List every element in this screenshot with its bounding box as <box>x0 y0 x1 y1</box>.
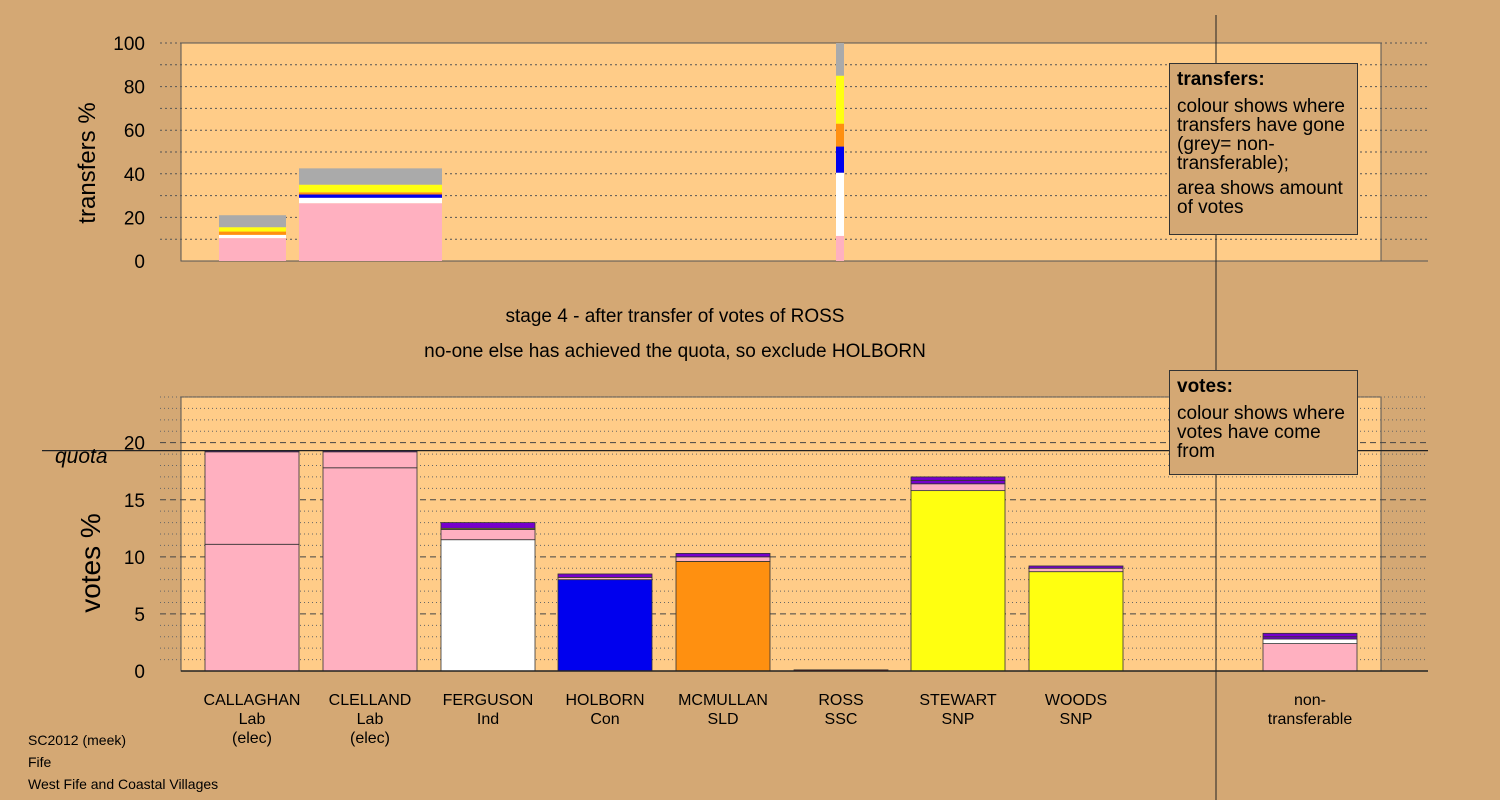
candidate-label-ross: ROSS <box>818 692 863 709</box>
vote-segment-holborn <box>557 579 653 672</box>
candidate-label-woods: WOODS <box>1045 692 1107 709</box>
transfers-tick-label: 40 <box>124 165 145 186</box>
transfer-segment-ross <box>836 235 844 261</box>
vote-segment-woods <box>1028 565 1124 569</box>
candidate-label-stewart: STEWART <box>919 692 997 709</box>
candidate-label-clelland: (elec) <box>350 730 390 747</box>
votes-tick-label: 5 <box>134 605 145 626</box>
candidate-label-mcmullan: SLD <box>707 711 738 728</box>
candidate-label-holborn: Con <box>590 711 619 728</box>
transfers-tick-label: 80 <box>124 78 145 99</box>
transfer-segment-callaghan <box>219 215 286 228</box>
vote-segment-ferguson <box>440 529 536 541</box>
transfers-legend-heading: transfers: <box>1177 69 1265 90</box>
stage-note: no-one else has achieved the quota, so e… <box>424 341 926 362</box>
transfer-segment-clelland <box>299 192 442 195</box>
candidate-label-callaghan: Lab <box>239 711 266 728</box>
vote-segment-ferguson <box>440 522 536 529</box>
transfer-segment-callaghan <box>219 231 286 235</box>
transfers-tick-label: 60 <box>124 121 145 142</box>
transfers-tick-label: 20 <box>124 208 145 229</box>
votes-tick-label: 20 <box>124 434 145 455</box>
candidate-label-ferguson: Ind <box>477 711 499 728</box>
transfers-tick-label: 100 <box>113 34 145 55</box>
vote-segment-mcmullan <box>675 553 771 558</box>
votes-legend: votes: colour shows where votes have com… <box>1169 370 1358 475</box>
votes-legend-text1: colour shows where votes have come from <box>1177 403 1345 462</box>
votes-tick-label: 15 <box>124 491 145 512</box>
transfer-segment-callaghan <box>219 227 286 232</box>
quota-label: quota <box>55 445 108 468</box>
transfers-legend: transfers: colour shows where transfers … <box>1169 63 1358 235</box>
transfers-legend-text2: area shows amount of votes <box>1177 178 1343 218</box>
votes-legend-heading: votes: <box>1177 376 1233 397</box>
transfers-y-label: transfers % <box>74 102 101 223</box>
candidate-label-ross: SSC <box>825 711 858 728</box>
transfer-segment-ross <box>836 123 844 147</box>
vote-segment-clelland <box>322 451 418 469</box>
footer-line2: Fife <box>28 754 52 770</box>
candidate-label-woods: SNP <box>1060 711 1093 728</box>
vote-segment-callaghan <box>204 543 300 672</box>
transfer-segment-callaghan <box>219 238 286 261</box>
transfer-segment-ross <box>836 146 844 173</box>
vote-segment-non <box>1262 638 1358 644</box>
candidate-label-callaghan: (elec) <box>232 730 272 747</box>
transfer-segment-clelland <box>299 194 442 198</box>
vote-segment-non <box>1262 643 1358 672</box>
candidate-label-clelland: Lab <box>357 711 384 728</box>
votes-y-label: votes % <box>75 513 106 613</box>
candidate-label-ferguson: FERGUSON <box>443 692 534 709</box>
vote-segment-clelland <box>322 467 418 672</box>
votes-tick-label: 0 <box>134 662 145 683</box>
transfer-segment-clelland <box>299 203 442 261</box>
transfer-segment-callaghan <box>219 234 286 239</box>
candidate-label-mcmullan: MCMULLAN <box>678 692 768 709</box>
candidate-label-non: transferable <box>1268 711 1353 728</box>
vote-segment-mcmullan <box>675 556 771 562</box>
vote-segment-stewart <box>910 483 1006 492</box>
candidate-label-stewart: SNP <box>942 711 975 728</box>
votes-tick-label: 10 <box>124 548 145 569</box>
candidate-label-holborn: HOLBORN <box>565 692 644 709</box>
vote-segment-ferguson <box>440 539 536 672</box>
transfers-legend-text1: colour shows where transfers have gone (… <box>1177 96 1345 174</box>
vote-segment-non <box>1262 632 1358 638</box>
candidate-label-clelland: CLELLAND <box>329 692 412 709</box>
vote-segment-woods <box>1028 571 1124 672</box>
candidate-label-callaghan: CALLAGHAN <box>204 692 301 709</box>
vote-segment-callaghan <box>204 451 300 545</box>
transfer-segment-ross <box>836 172 844 236</box>
vote-segment-stewart <box>910 490 1006 672</box>
transfers-tick-label: 0 <box>134 252 145 273</box>
footer-line3: West Fife and Coastal Villages <box>28 776 219 792</box>
transfer-segment-ross <box>836 75 844 124</box>
stage-title: stage 4 - after transfer of votes of ROS… <box>506 306 845 327</box>
transfer-segment-clelland <box>299 184 442 193</box>
transfer-segment-clelland <box>299 168 442 185</box>
transfer-segment-ross <box>836 43 844 76</box>
vote-segment-stewart <box>910 479 1006 485</box>
votes-panel: 0 5 10 15 20 CALLAGHAN Lab (elec) CLELLAND Lab (el… <box>42 396 1428 747</box>
vote-segment-holborn <box>557 573 653 578</box>
vote-segment-mcmullan <box>675 561 771 672</box>
vote-segment-woods <box>1028 567 1124 573</box>
transfer-segment-clelland <box>299 197 442 204</box>
vote-segment-stewart <box>910 476 1006 481</box>
footer-line1: SC2012 (meek) <box>28 732 127 748</box>
candidate-label-non: non- <box>1294 692 1326 709</box>
